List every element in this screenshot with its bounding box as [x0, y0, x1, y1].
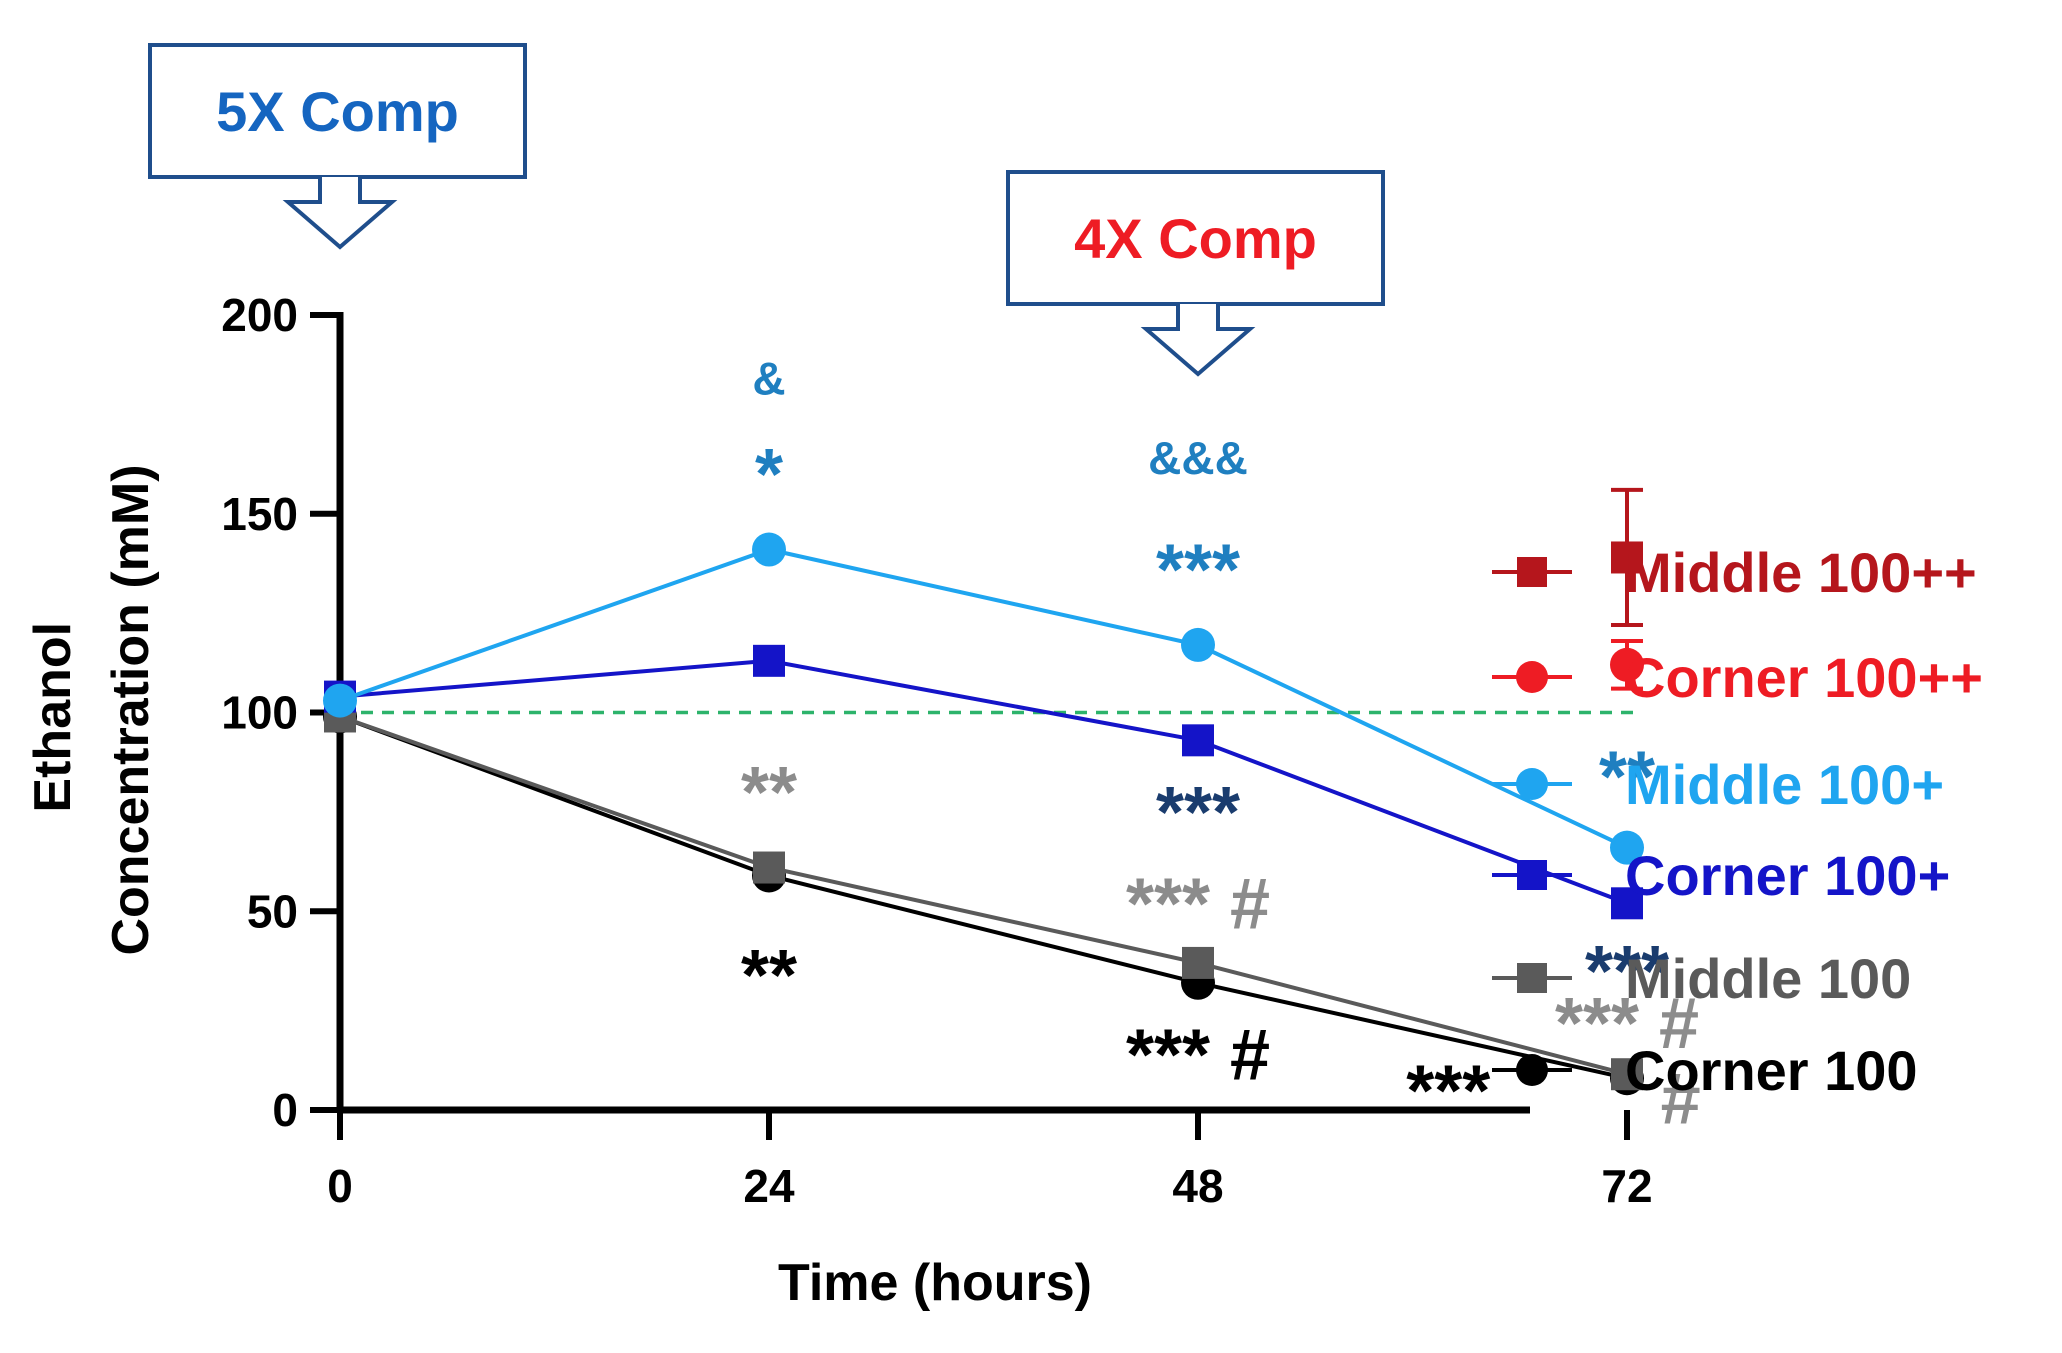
significance-mark: ** — [741, 753, 797, 833]
legend-marker — [1517, 963, 1547, 993]
legend-marker — [1517, 557, 1547, 587]
significance-mark: # — [1661, 1059, 1701, 1139]
series-line — [339, 547, 1628, 850]
data-point — [1611, 541, 1643, 574]
annotation-layer: &* &&&***** ****** #***** #******** #*** # — [741, 353, 1701, 1140]
y-tick-label: 50 — [247, 885, 298, 937]
y-tick-label: 0 — [272, 1084, 298, 1136]
data-point — [1181, 627, 1215, 662]
series-line — [339, 658, 1628, 906]
y-axis-title-line-1: Ethanol — [24, 622, 82, 813]
callout-layer: 5X Comp 4X Comp — [148, 43, 1385, 377]
x-tick-label: 24 — [743, 1160, 795, 1212]
legend-label: Corner 100+ — [1625, 844, 1950, 907]
series-line — [339, 714, 1628, 1077]
data-point — [753, 851, 785, 884]
data-point — [1182, 724, 1214, 757]
data-point — [752, 532, 786, 567]
data-point — [753, 644, 785, 677]
legend-item-corner-100: Corner 100 — [1492, 1039, 1918, 1102]
axes: 0 50 100 150 200 0 24 48 72 — [221, 289, 1652, 1212]
callout-box — [1006, 170, 1385, 306]
x-tick-label: 72 — [1601, 1160, 1652, 1212]
y-tick-label: 100 — [221, 687, 298, 739]
callout-label: 4X Comp — [1074, 207, 1317, 270]
data-point — [1182, 946, 1214, 979]
y-axis-title-line-2: Concentration (mM) — [102, 464, 160, 955]
legend-marker — [1516, 661, 1548, 693]
series-corner-100pp — [1610, 638, 1644, 691]
x-tick-label: 48 — [1172, 1160, 1223, 1212]
callout-arrow — [282, 177, 398, 250]
y-tick-label: 150 — [221, 488, 298, 540]
legend-label: Middle 100++ — [1625, 541, 1977, 604]
data-point — [1610, 830, 1644, 865]
legend: Middle 100++ Corner 100++ Middle 100+ Corne… — [1492, 541, 1983, 1102]
legend-item-middle-100pp: Middle 100++ — [1492, 541, 1977, 604]
legend-item-middle-100: Middle 100 — [1492, 947, 1911, 1010]
significance-mark: *** # — [1126, 1016, 1270, 1096]
significance-mark: *** — [1585, 932, 1669, 1012]
series-middle-100p — [323, 532, 1644, 865]
significance-mark: *** — [1406, 1051, 1490, 1131]
callout-box — [148, 43, 527, 179]
y-tick-label: 200 — [221, 289, 298, 341]
significance-mark: * — [755, 435, 783, 515]
y-axis-title: Ethanol Concentration (mM) — [24, 464, 160, 955]
data-point — [323, 683, 357, 718]
data-point — [1611, 1058, 1643, 1091]
significance-mark: & — [752, 353, 785, 405]
legend-label: Corner 100++ — [1625, 646, 1983, 709]
significance-mark: &&& — [1148, 432, 1248, 484]
callout-arrow — [1140, 304, 1256, 377]
legend-marker — [1517, 860, 1547, 890]
legend-label: Corner 100 — [1625, 1039, 1918, 1102]
callout-label: 5X Comp — [216, 80, 459, 143]
series-corner-100 — [323, 699, 1644, 1096]
data-point — [1610, 647, 1644, 682]
significance-mark: *** — [1156, 531, 1240, 611]
legend-item-middle-100p: Middle 100+ — [1492, 753, 1944, 816]
significance-mark: *** # — [1126, 865, 1270, 945]
legend-item-corner-100pp: Corner 100++ — [1492, 646, 1983, 709]
legend-label: Middle 100+ — [1625, 753, 1944, 816]
significance-mark: ** — [1599, 737, 1655, 817]
x-axis-title: Time (hours) — [778, 1254, 1092, 1312]
series-middle-100 — [324, 700, 1643, 1091]
significance-mark: *** — [1156, 773, 1240, 853]
callout-5x-comp: 5X Comp — [148, 43, 527, 250]
series-line — [339, 714, 1628, 1081]
x-tick-label: 0 — [327, 1160, 353, 1212]
legend-marker — [1516, 768, 1548, 800]
callout-4x-comp: 4X Comp — [1006, 170, 1385, 377]
series-layer — [323, 487, 1644, 1096]
legend-label: Middle 100 — [1625, 947, 1911, 1010]
significance-mark: ** — [741, 936, 797, 1016]
data-point — [1611, 887, 1643, 920]
series-middle-100pp — [1611, 487, 1643, 628]
legend-marker — [1516, 1054, 1548, 1086]
significance-mark: *** # — [1555, 984, 1699, 1064]
legend-item-corner-100p: Corner 100+ — [1492, 844, 1950, 907]
